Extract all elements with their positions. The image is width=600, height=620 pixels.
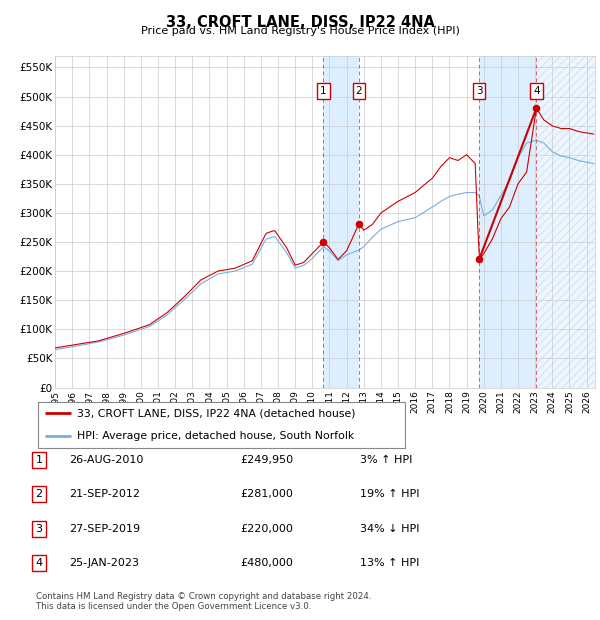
Bar [323, 56, 359, 388]
Text: 3: 3 [476, 86, 482, 95]
Text: 13% ↑ HPI: 13% ↑ HPI [360, 558, 419, 568]
Text: 21-SEP-2012: 21-SEP-2012 [69, 489, 140, 499]
Text: 1: 1 [320, 86, 327, 95]
Text: 2: 2 [35, 489, 43, 499]
Text: £480,000: £480,000 [240, 558, 293, 568]
Text: 27-SEP-2019: 27-SEP-2019 [69, 524, 140, 534]
Text: 34% ↓ HPI: 34% ↓ HPI [360, 524, 419, 534]
Text: £281,000: £281,000 [240, 489, 293, 499]
Text: 3: 3 [35, 524, 43, 534]
Text: This data is licensed under the Open Government Licence v3.0.: This data is licensed under the Open Gov… [36, 602, 311, 611]
Text: 4: 4 [533, 86, 540, 95]
Text: Price paid vs. HM Land Registry's House Price Index (HPI): Price paid vs. HM Land Registry's House … [140, 26, 460, 36]
Text: HPI: Average price, detached house, South Norfolk: HPI: Average price, detached house, Sout… [77, 432, 354, 441]
Text: 1: 1 [35, 455, 43, 465]
Text: 3% ↑ HPI: 3% ↑ HPI [360, 455, 412, 465]
Text: Contains HM Land Registry data © Crown copyright and database right 2024.: Contains HM Land Registry data © Crown c… [36, 592, 371, 601]
Bar [536, 56, 595, 388]
Text: £249,950: £249,950 [240, 455, 293, 465]
Text: 33, CROFT LANE, DISS, IP22 4NA: 33, CROFT LANE, DISS, IP22 4NA [166, 15, 434, 30]
Text: 26-AUG-2010: 26-AUG-2010 [69, 455, 143, 465]
Text: 4: 4 [35, 558, 43, 568]
Text: 25-JAN-2023: 25-JAN-2023 [69, 558, 139, 568]
Text: 19% ↑ HPI: 19% ↑ HPI [360, 489, 419, 499]
Text: 33, CROFT LANE, DISS, IP22 4NA (detached house): 33, CROFT LANE, DISS, IP22 4NA (detached… [77, 408, 355, 418]
Bar [479, 56, 536, 388]
Text: £220,000: £220,000 [240, 524, 293, 534]
FancyBboxPatch shape [38, 402, 406, 448]
Text: 2: 2 [356, 86, 362, 95]
